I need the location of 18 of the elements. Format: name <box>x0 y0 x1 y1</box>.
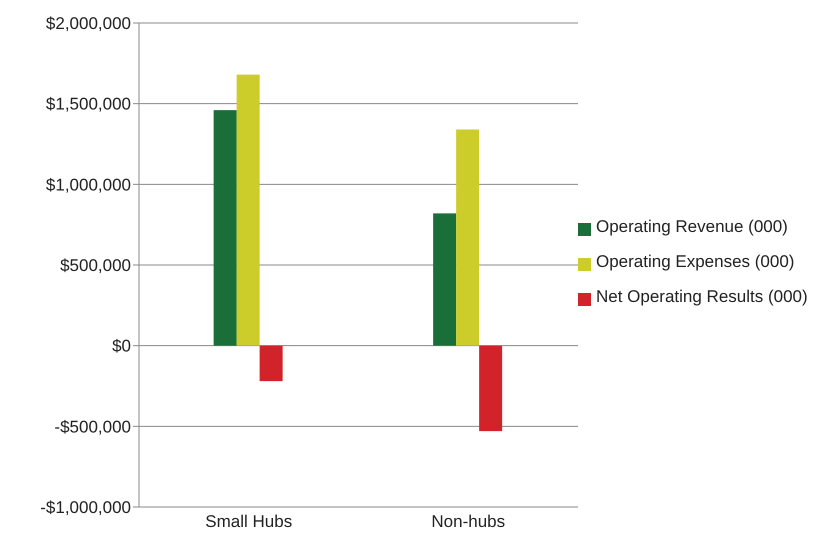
bar <box>236 74 260 346</box>
x-tick-label: Non-hubs <box>431 512 506 532</box>
y-tick-label: $500,000 <box>60 256 131 276</box>
legend-label: Operating Revenue (000) <box>596 216 788 238</box>
x-tick-label: Small Hubs <box>205 512 292 532</box>
bar <box>456 129 480 346</box>
legend-label: Operating Expenses (000) <box>596 251 794 273</box>
y-tick-label: $2,000,000 <box>46 14 131 34</box>
y-tick-label: $1,500,000 <box>46 94 131 114</box>
bar <box>479 346 502 432</box>
legend-label: Net Operating Results (000) <box>596 286 808 308</box>
y-tick-label: -$1,000,000 <box>40 498 131 518</box>
y-tick-label: $0 <box>112 336 131 356</box>
y-tick-label: $1,000,000 <box>46 175 131 194</box>
bar <box>260 346 283 382</box>
bar <box>214 110 237 346</box>
y-tick-label: -$500,000 <box>54 417 131 436</box>
bar <box>433 213 456 346</box>
